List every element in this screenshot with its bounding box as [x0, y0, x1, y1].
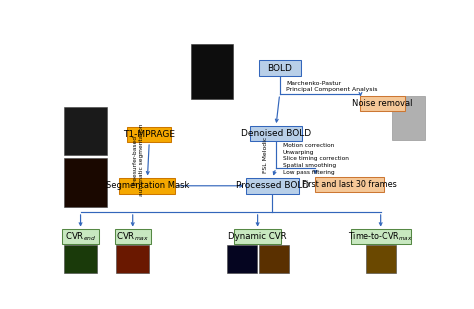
Text: Processed BOLD: Processed BOLD [236, 181, 309, 190]
FancyBboxPatch shape [64, 158, 108, 207]
FancyBboxPatch shape [63, 229, 99, 244]
FancyBboxPatch shape [119, 178, 175, 194]
FancyBboxPatch shape [392, 96, 425, 140]
FancyBboxPatch shape [250, 125, 301, 141]
Text: FSL Melodic: FSL Melodic [263, 136, 268, 172]
Text: Dynamic CVR: Dynamic CVR [228, 232, 287, 241]
FancyBboxPatch shape [234, 229, 281, 244]
Text: Segmentation Mask: Segmentation Mask [106, 181, 189, 190]
Text: T1-MPRAGE: T1-MPRAGE [123, 130, 175, 139]
FancyBboxPatch shape [64, 107, 108, 155]
Text: Marchenko-Pastur
Principal Component Analysis: Marchenko-Pastur Principal Component Ana… [286, 82, 378, 92]
FancyBboxPatch shape [315, 177, 384, 193]
Text: CVR$_{end}$: CVR$_{end}$ [65, 230, 96, 243]
Text: Noise removal: Noise removal [352, 99, 413, 108]
Text: Motion correction
Unwarping
Slice timing correction
Spatial smoothing
Low pass f: Motion correction Unwarping Slice timing… [283, 143, 348, 175]
FancyBboxPatch shape [128, 127, 171, 142]
FancyBboxPatch shape [259, 60, 301, 76]
Text: Time-to-CVR$_{max}$: Time-to-CVR$_{max}$ [348, 230, 413, 243]
Text: CVR$_{max}$: CVR$_{max}$ [116, 230, 149, 243]
FancyBboxPatch shape [351, 229, 411, 244]
Text: First and last 30 frames: First and last 30 frames [302, 180, 397, 189]
FancyBboxPatch shape [115, 229, 151, 244]
FancyBboxPatch shape [365, 244, 396, 273]
FancyBboxPatch shape [259, 244, 289, 273]
FancyBboxPatch shape [191, 44, 233, 99]
FancyBboxPatch shape [227, 244, 257, 273]
FancyBboxPatch shape [360, 96, 405, 111]
FancyBboxPatch shape [64, 244, 97, 273]
FancyBboxPatch shape [116, 244, 149, 273]
Text: Freesurfer-based
automatic segmentation: Freesurfer-based automatic segmentation [133, 124, 144, 197]
Text: BOLD: BOLD [267, 64, 292, 73]
Text: Denoised BOLD: Denoised BOLD [241, 129, 311, 138]
FancyBboxPatch shape [246, 178, 299, 194]
